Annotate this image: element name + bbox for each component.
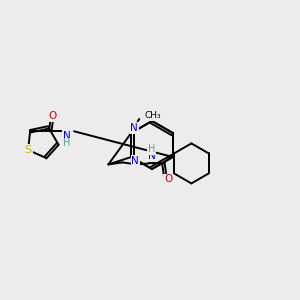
Text: N: N <box>63 131 71 141</box>
Text: O: O <box>48 111 56 121</box>
Text: O: O <box>164 174 172 184</box>
Text: H: H <box>148 144 155 154</box>
Text: CH₃: CH₃ <box>144 112 161 121</box>
Text: N: N <box>131 156 139 166</box>
Text: S: S <box>25 145 32 155</box>
Text: N: N <box>130 123 138 133</box>
Text: H: H <box>63 138 71 148</box>
Text: N: N <box>148 152 155 161</box>
